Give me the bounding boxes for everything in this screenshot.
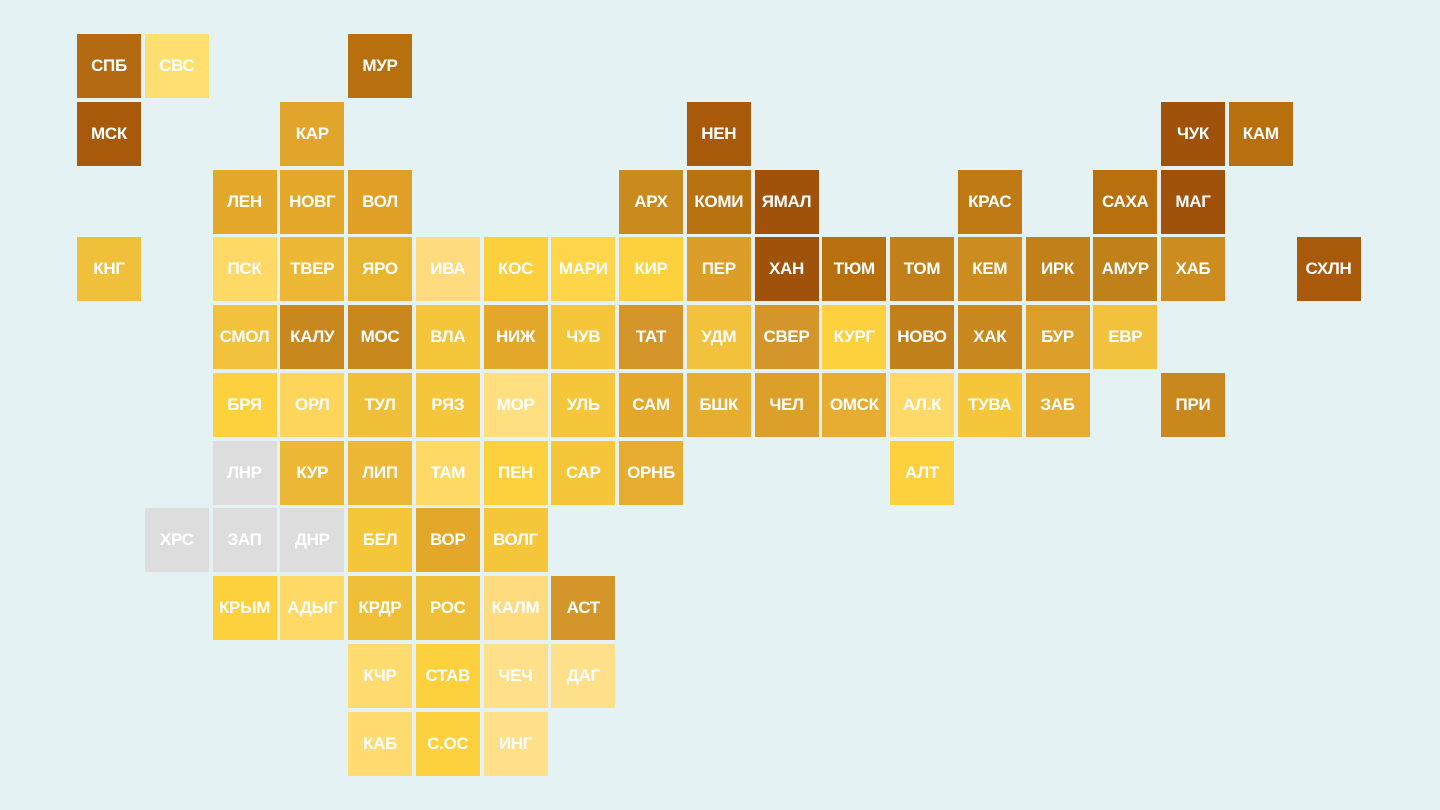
region-tile: МОР bbox=[483, 372, 548, 437]
region-tile: АЛТ bbox=[890, 440, 954, 505]
region-tile: СПБ bbox=[77, 34, 141, 98]
region-tile: НОВО bbox=[890, 305, 954, 369]
region-tile: ТВЕР bbox=[280, 237, 345, 302]
region-tile: ПСК bbox=[212, 237, 277, 302]
region-tile: ТАТ bbox=[619, 305, 683, 369]
region-tile: ЯМАЛ bbox=[754, 169, 819, 234]
region-tile: АМУР bbox=[1093, 237, 1158, 302]
region-tile: ДАГ bbox=[551, 643, 616, 708]
region-tile: ТАМ bbox=[415, 440, 480, 505]
region-tile: ОРНБ bbox=[619, 440, 683, 505]
region-tile: С.ОС bbox=[415, 711, 480, 776]
region-tile: БРЯ bbox=[212, 372, 277, 437]
region-tile: КОС bbox=[483, 237, 548, 302]
region-tile: САР bbox=[551, 440, 616, 505]
region-tile: ВОР bbox=[415, 508, 480, 573]
region-tile: КАМ bbox=[1228, 101, 1293, 166]
region-tile: ПЕН bbox=[483, 440, 548, 505]
region-tile: НИЖ bbox=[483, 305, 548, 369]
region-tile: ЧЕЧ bbox=[483, 643, 548, 708]
region-tile: ВОЛГ bbox=[483, 508, 548, 573]
region-tile: ОМСК bbox=[822, 372, 887, 437]
region-tile: КАЛУ bbox=[280, 305, 345, 369]
region-tile: ВЛА bbox=[415, 305, 480, 369]
region-tile: КАБ bbox=[348, 711, 412, 776]
region-tile: ЧУК bbox=[1161, 101, 1225, 166]
region-tile: СВС bbox=[144, 34, 209, 98]
region-tile: БШК bbox=[686, 372, 751, 437]
region-tile: ТОМ bbox=[890, 237, 954, 302]
region-tile: НЕН bbox=[686, 101, 751, 166]
region-tile: ИВА bbox=[415, 237, 480, 302]
region-tile: КНГ bbox=[77, 237, 141, 302]
region-tile: ХАБ bbox=[1161, 237, 1225, 302]
region-tile: ЛНР bbox=[212, 440, 277, 505]
region-tile: БЕЛ bbox=[348, 508, 412, 573]
region-tile: ВОЛ bbox=[348, 169, 412, 234]
region-tile: СВЕР bbox=[754, 305, 819, 369]
region-tile: ТУВА bbox=[957, 372, 1022, 437]
region-tile: СХЛН bbox=[1296, 237, 1361, 302]
region-tile: ЗАП bbox=[212, 508, 277, 573]
region-tile: САМ bbox=[619, 372, 683, 437]
region-tile: ЛЕН bbox=[212, 169, 277, 234]
region-tile: РЯЗ bbox=[415, 372, 480, 437]
region-tile: ПРИ bbox=[1161, 372, 1225, 437]
region-tile: ЯРО bbox=[348, 237, 412, 302]
region-tile: ХАК bbox=[957, 305, 1022, 369]
region-tile: ЧУВ bbox=[551, 305, 616, 369]
region-tile: КУР bbox=[280, 440, 345, 505]
region-tile: МУР bbox=[348, 34, 412, 98]
region-tile: БУР bbox=[1025, 305, 1090, 369]
region-tile: ЧЕЛ bbox=[754, 372, 819, 437]
region-tile: МАРИ bbox=[551, 237, 616, 302]
region-tile: ХАН bbox=[754, 237, 819, 302]
region-tile: МАГ bbox=[1161, 169, 1225, 234]
region-tile: ТЮМ bbox=[822, 237, 887, 302]
region-tile: КИР bbox=[619, 237, 683, 302]
region-tile: ХРС bbox=[144, 508, 209, 573]
region-tile: АДЫГ bbox=[280, 576, 345, 640]
region-tile: СМОЛ bbox=[212, 305, 277, 369]
region-tile: ОРЛ bbox=[280, 372, 345, 437]
region-tile: ЗАБ bbox=[1025, 372, 1090, 437]
region-tile: КРДР bbox=[348, 576, 412, 640]
region-tile: АРХ bbox=[619, 169, 683, 234]
region-tile: АСТ bbox=[551, 576, 616, 640]
region-tile: ДНР bbox=[280, 508, 345, 573]
region-tile: ИНГ bbox=[483, 711, 548, 776]
region-tile: КАР bbox=[280, 101, 345, 166]
region-tile: ПЕР bbox=[686, 237, 751, 302]
region-tile: КАЛМ bbox=[483, 576, 548, 640]
region-tile: СТАВ bbox=[415, 643, 480, 708]
region-tile: КУРГ bbox=[822, 305, 887, 369]
region-tile: САХА bbox=[1093, 169, 1158, 234]
region-tile: КРЫМ bbox=[212, 576, 277, 640]
region-tile: МОС bbox=[348, 305, 412, 369]
region-tile: АЛ.К bbox=[890, 372, 954, 437]
region-tile: УЛЬ bbox=[551, 372, 616, 437]
region-tile: ЛИП bbox=[348, 440, 412, 505]
region-tile: УДМ bbox=[686, 305, 751, 369]
region-tile: КОМИ bbox=[686, 169, 751, 234]
region-tile: МСК bbox=[77, 101, 141, 166]
region-tile: КЕМ bbox=[957, 237, 1022, 302]
region-tile: НОВГ bbox=[280, 169, 345, 234]
region-tile: КЧР bbox=[348, 643, 412, 708]
region-tile: ТУЛ bbox=[348, 372, 412, 437]
region-tile: ЕВР bbox=[1093, 305, 1158, 369]
region-tile: КРАС bbox=[957, 169, 1022, 234]
region-tile: ИРК bbox=[1025, 237, 1090, 302]
region-tile: РОС bbox=[415, 576, 480, 640]
